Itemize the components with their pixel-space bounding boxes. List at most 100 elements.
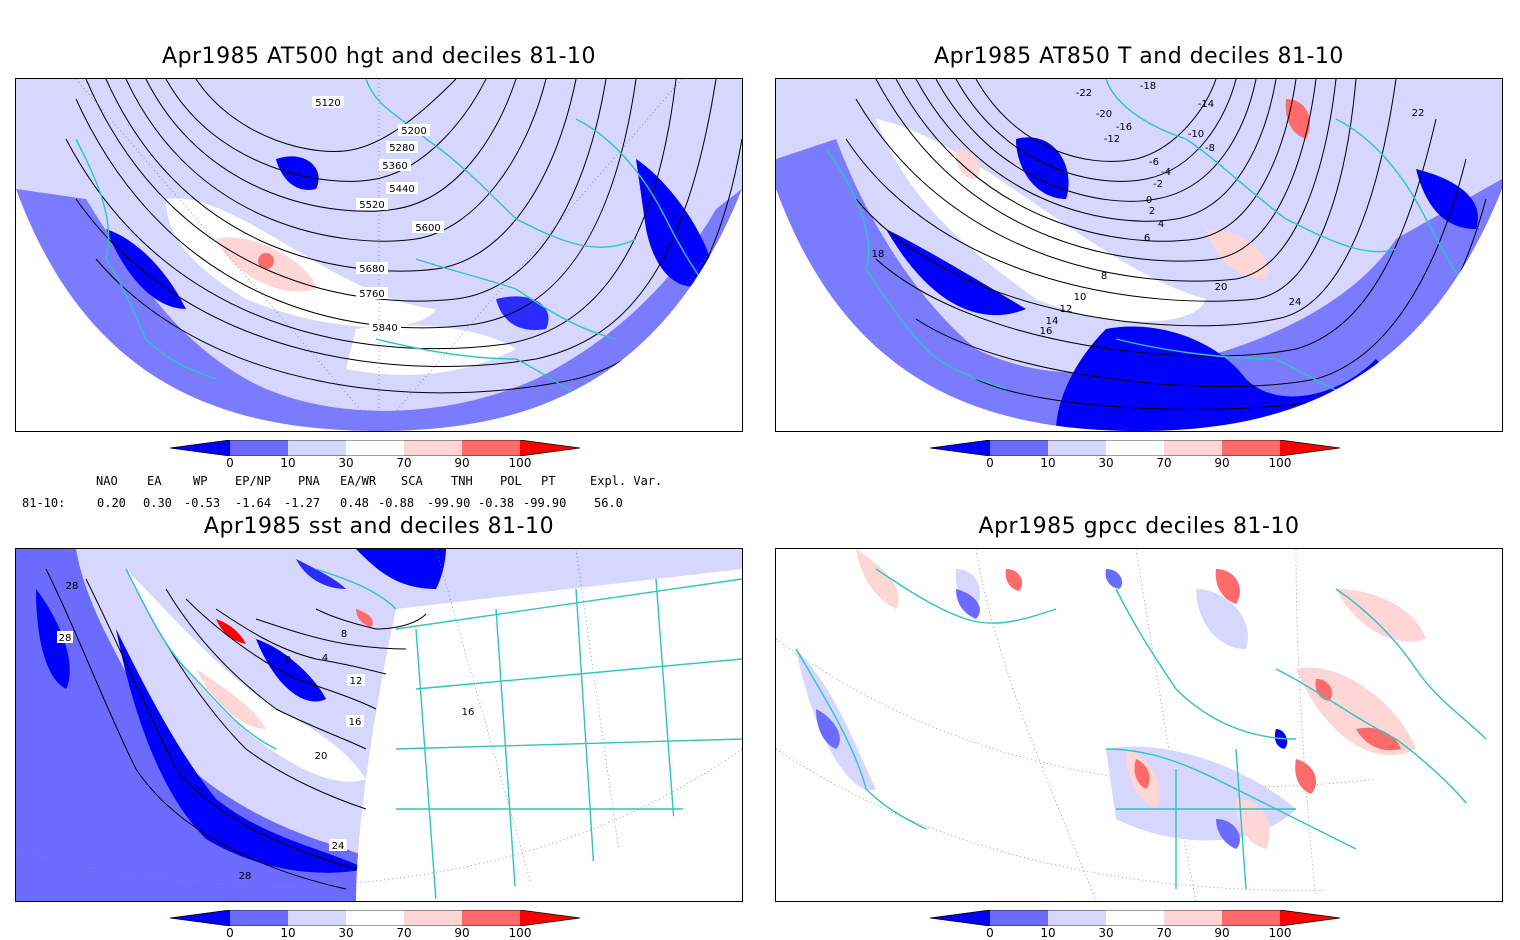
colorbar-tick: 100 [1268,456,1292,470]
index-row-label: 81-10: [22,496,66,510]
panel-title-sst: Apr1985 sst and deciles 81-10 [203,514,555,539]
index-header: EA/WR [340,474,377,488]
contour-label: 24 [332,841,345,852]
colorbar-tick: 30 [338,926,354,940]
index-value: 0.48 [340,496,369,510]
panel-title-gpcc: Apr1985 gpcc deciles 81-10 [978,514,1300,539]
contour-label: -16 [1116,122,1132,133]
colorbar-tick: 30 [1098,456,1114,470]
index-value: -0.38 [478,496,515,510]
contour-label: 2 [1149,206,1155,217]
colorbar-tick: 10 [1040,456,1056,470]
contour-label: 16 [1040,326,1053,337]
index-value: -0.53 [184,496,221,510]
contour-label: 5440 [389,184,414,195]
colorbar-sst: 0 10 30 70 90 100 [170,910,590,940]
panel-title-hgt500: Apr1985 AT500 hgt and deciles 81-10 [162,44,596,69]
contour-label: 8 [341,629,347,640]
index-value: 56.0 [594,496,623,510]
contour-label: 18 [872,249,885,260]
contour-label: 12 [1060,304,1073,315]
contour-label: -6 [1149,157,1159,168]
contour-label: 5120 [315,98,340,109]
colorbar-tick: 90 [454,456,470,470]
contour-label: 28 [59,633,72,644]
colorbar-t850: 0 10 30 70 90 100 [930,440,1350,470]
contour-label: 12 [350,676,363,687]
map-sst: 28 28 0 4 8 12 16 20 24 28 16 [15,548,743,902]
contour-label: -14 [1198,99,1214,110]
contour-label: 10 [1074,292,1087,303]
contour-label: 0 [285,655,291,666]
index-value: -1.64 [235,496,272,510]
index-value: -99.90 [427,496,471,510]
contour-label: 28 [66,581,79,592]
colorbar-gpcc: 0 10 30 70 90 100 [930,910,1350,940]
contour-label: -18 [1140,81,1156,92]
contour-label: 5760 [359,289,384,300]
contour-label: 5840 [372,323,397,334]
colorbar-tick: 100 [508,456,532,470]
colorbar-tick: 90 [454,926,470,940]
index-header: PNA [298,474,320,488]
index-header: NAO [96,474,118,488]
colorbar-hgt500: 0 10 30 70 90 100 [170,440,590,470]
contour-label: 16 [349,717,362,728]
contour-label: 5600 [415,223,440,234]
map-sst-canvas: 28 28 0 4 8 12 16 20 24 28 16 [16,549,742,901]
colorbar-tick: 70 [1156,926,1172,940]
map-gpcc [775,548,1503,902]
contour-label: 16 [462,707,475,718]
colorbar-tick: 0 [226,456,234,470]
colorbar-tick: 70 [396,926,412,940]
contour-label: 8 [1101,271,1107,282]
contour-label: -12 [1104,134,1120,145]
colorbar-tick: 90 [1214,456,1230,470]
colorbar-tick: 70 [396,456,412,470]
colorbar-tick: 30 [1098,926,1114,940]
contour-label: 24 [1289,297,1302,308]
map-t850: -22 -18 -14 -20 -16 -12 -10 -8 -6 -4 -2 … [775,78,1503,432]
index-header: TNH [451,474,473,488]
index-value: -0.88 [378,496,415,510]
contour-label: 5520 [359,200,384,211]
index-header: EA [147,474,162,488]
index-header: WP [193,474,208,488]
index-header: PT [541,474,556,488]
contour-label: 5280 [389,143,414,154]
colorbar-tick: 10 [1040,926,1056,940]
contour-label: -20 [1096,109,1112,120]
colorbar-tick: 90 [1214,926,1230,940]
colorbar-tick: 70 [1156,456,1172,470]
colorbar-tick: 0 [986,456,994,470]
colorbar-tick: 10 [280,456,296,470]
map-gpcc-canvas [776,549,1502,901]
contour-label: 14 [1046,316,1059,327]
colorbar-tick: 100 [1268,926,1292,940]
contour-label: 28 [239,871,252,882]
index-header: EP/NP [235,474,272,488]
index-value: -1.27 [284,496,321,510]
contour-label: -8 [1205,143,1215,154]
contour-label: 5360 [382,161,407,172]
contour-label: 20 [315,751,328,762]
colorbar-tick: 30 [338,456,354,470]
map-hgt500: 5120 5200 5280 5360 5440 5520 5600 5680 … [15,78,743,432]
contour-label: -4 [1161,167,1171,178]
contour-label: 0 [1146,195,1152,206]
index-header: Expl. Var. [590,474,663,488]
index-value: -99.90 [523,496,567,510]
contour-label: 20 [1215,282,1228,293]
contour-label: 4 [322,653,328,664]
contour-label: -22 [1076,88,1092,99]
contour-label: 5200 [401,126,426,137]
index-header: SCA [401,474,423,488]
contour-label: 5680 [359,264,384,275]
panel-title-t850: Apr1985 AT850 T and deciles 81-10 [934,44,1344,69]
index-value: 0.30 [143,496,172,510]
contour-label: 4 [1158,219,1164,230]
contour-label: 6 [1144,233,1150,244]
index-value: 0.20 [97,496,126,510]
contour-label: 22 [1412,108,1425,119]
colorbar-tick: 0 [226,926,234,940]
